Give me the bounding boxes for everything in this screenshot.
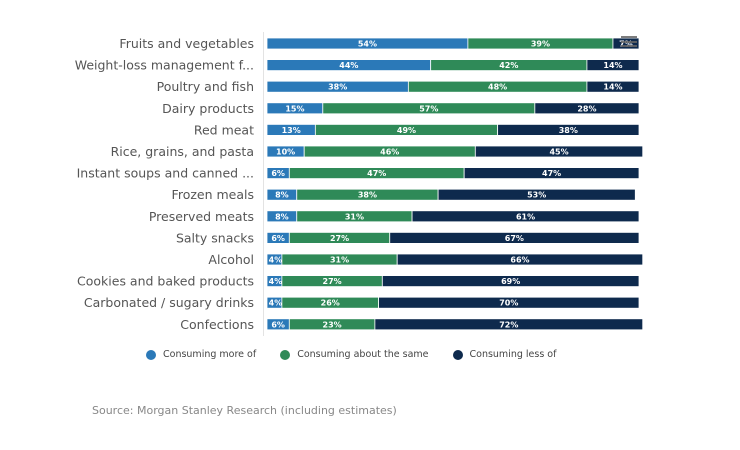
bar-segment-consuming-less-of-frozen-meals[interactable] <box>437 188 636 201</box>
category-label-poultry-and-fish: Poultry and fish <box>157 79 254 94</box>
data-label-consuming-about-the-same-alcohol: 31% <box>330 256 349 265</box>
data-label-consuming-about-the-same-instant-soups-and-canned: 47% <box>367 169 386 178</box>
data-label-consuming-less-of-poultry-and-fish: 14% <box>603 83 622 92</box>
data-label-consuming-more-of-salty-snacks: 6% <box>271 234 285 243</box>
bars: 54% 39% 7% 44% 42% 14% 38% 48% 14% 15% 57% 28% 13% 49… <box>266 37 644 331</box>
bar-row-frozen-meals: 8% 38% 53% <box>266 188 636 201</box>
bar-segment-consuming-less-of-preserved-meats[interactable] <box>411 210 640 223</box>
category-label-preserved-meats: Preserved meats <box>149 209 254 224</box>
data-label-consuming-less-of-red-meat: 38% <box>559 126 578 135</box>
category-label-carbonated-sugary-drinks: Carbonated / sugary drinks <box>84 295 254 310</box>
category-label-salty-snacks: Salty snacks <box>176 230 254 245</box>
bar-segment-consuming-less-of-instant-soups-and-canned[interactable] <box>463 167 640 180</box>
data-label-consuming-more-of-fruits-and-vegetables: 54% <box>358 40 377 49</box>
data-label-consuming-less-of-rice-grains-and-pasta: 45% <box>549 148 568 157</box>
category-label-instant-soups-and-canned: Instant soups and canned ... <box>77 166 254 181</box>
data-label-consuming-less-of-dairy-products: 28% <box>577 104 596 113</box>
category-label-rice-grains-and-pasta: Rice, grains, and pasta <box>111 144 254 159</box>
data-label-consuming-less-of-confections: 72% <box>499 320 518 329</box>
bar-segment-consuming-less-of-confections[interactable] <box>374 318 644 331</box>
data-label-consuming-more-of-poultry-and-fish: 38% <box>328 83 347 92</box>
data-label-consuming-about-the-same-dairy-products: 57% <box>419 104 438 113</box>
bar-row-rice-grains-and-pasta: 10% 46% 45% <box>266 145 644 158</box>
data-label-consuming-less-of-carbonated-sugary-drinks: 70% <box>499 299 518 308</box>
data-label-consuming-more-of-red-meat: 13% <box>282 126 301 135</box>
bar-segment-consuming-less-of-alcohol[interactable] <box>396 253 644 266</box>
legend: Consuming more of Consuming about the sa… <box>146 349 556 360</box>
data-label-consuming-more-of-carbonated-sugary-drinks: 4% <box>269 299 283 308</box>
data-label-consuming-more-of-preserved-meats: 8% <box>275 212 289 221</box>
legend-dot-more <box>146 349 156 360</box>
category-label-weight-loss-management-f: Weight-loss management f... <box>75 58 254 73</box>
data-label-consuming-more-of-confections: 6% <box>271 320 285 329</box>
source-note: Source: Morgan Stanley Research (includi… <box>92 404 397 417</box>
data-label-consuming-more-of-cookies-and-baked-products: 4% <box>269 277 283 286</box>
data-label-consuming-about-the-same-confections: 23% <box>323 320 342 329</box>
bar-row-poultry-and-fish: 38% 48% 14% <box>266 80 640 93</box>
legend-item-more[interactable]: Consuming more of <box>146 349 256 360</box>
data-label-consuming-less-of-fruits-and-vegetables: 7% <box>619 40 633 49</box>
bar-row-confections: 6% 23% 72% <box>266 318 644 331</box>
bar-segment-consuming-less-of-red-meat[interactable] <box>497 124 640 136</box>
category-label-confections: Confections <box>180 317 254 332</box>
bar-segment-consuming-less-of-weight-loss-management-f[interactable] <box>586 59 640 71</box>
bar-row-dairy-products: 15% 57% 28% <box>266 102 640 115</box>
data-label-consuming-about-the-same-red-meat: 49% <box>397 126 416 135</box>
legend-label-same: Consuming about the same <box>297 349 429 360</box>
data-label-consuming-more-of-weight-loss-management-f: 44% <box>339 61 358 70</box>
bar-row-weight-loss-management-f: 44% 42% 14% <box>266 59 640 71</box>
data-label-consuming-about-the-same-rice-grains-and-pasta: 46% <box>380 148 399 157</box>
data-label-consuming-less-of-cookies-and-baked-products: 69% <box>501 277 520 286</box>
category-label-red-meat: Red meat <box>194 122 254 137</box>
category-label-alcohol: Alcohol <box>208 252 254 267</box>
bar-row-instant-soups-and-canned: 6% 47% 47% <box>266 167 640 180</box>
bar-segment-consuming-less-of-salty-snacks[interactable] <box>389 231 640 244</box>
bar-row-fruits-and-vegetables: 54% 39% 7% <box>266 37 640 50</box>
category-label-dairy-products: Dairy products <box>162 101 254 116</box>
data-label-consuming-less-of-alcohol: 66% <box>510 256 529 265</box>
bar-segment-consuming-less-of-dairy-products[interactable] <box>534 102 640 115</box>
legend-label-less: Consuming less of <box>469 349 557 360</box>
data-label-consuming-more-of-alcohol: 4% <box>269 256 283 265</box>
data-label-consuming-about-the-same-preserved-meats: 31% <box>345 212 364 221</box>
legend-dot-same <box>280 349 291 360</box>
data-label-consuming-about-the-same-poultry-and-fish: 48% <box>488 83 507 92</box>
bar-row-alcohol: 4% 31% 66% <box>266 253 644 266</box>
legend-item-same[interactable]: Consuming about the same <box>280 349 429 360</box>
data-label-consuming-about-the-same-cookies-and-baked-products: 27% <box>323 277 342 286</box>
legend-dot-less <box>452 349 463 360</box>
bar-segment-consuming-less-of-rice-grains-and-pasta[interactable] <box>474 145 644 158</box>
data-label-consuming-more-of-instant-soups-and-canned: 6% <box>271 169 285 178</box>
data-label-consuming-about-the-same-salty-snacks: 27% <box>330 234 349 243</box>
bar-segment-consuming-less-of-poultry-and-fish[interactable] <box>586 80 640 93</box>
data-label-consuming-more-of-dairy-products: 15% <box>285 104 304 113</box>
legend-label-more: Consuming more of <box>163 349 257 360</box>
category-label-frozen-meals: Frozen meals <box>172 187 254 202</box>
bar-segment-consuming-less-of-carbonated-sugary-drinks[interactable] <box>378 296 640 309</box>
bar-row-red-meat: 13% 49% 38% <box>266 124 640 136</box>
category-label-fruits-and-vegetables: Fruits and vegetables <box>119 36 254 51</box>
data-label-consuming-about-the-same-weight-loss-management-f: 42% <box>499 61 518 70</box>
data-label-consuming-less-of-preserved-meats: 61% <box>516 212 535 221</box>
data-label-consuming-about-the-same-frozen-meals: 38% <box>358 191 377 200</box>
data-label-consuming-about-the-same-fruits-and-vegetables: 39% <box>531 40 550 49</box>
legend-item-less[interactable]: Consuming less of <box>452 349 557 360</box>
data-label-consuming-more-of-rice-grains-and-pasta: 10% <box>276 148 295 157</box>
data-label-consuming-less-of-salty-snacks: 67% <box>505 234 524 243</box>
hamburger-menu-icon[interactable] <box>621 36 637 47</box>
bar-row-preserved-meats: 8% 31% 61% <box>266 210 640 223</box>
data-label-consuming-less-of-weight-loss-management-f: 14% <box>603 61 622 70</box>
bar-row-carbonated-sugary-drinks: 4% 26% 70% <box>266 296 640 309</box>
bar-row-cookies-and-baked-products: 4% 27% 69% <box>266 275 640 288</box>
data-label-consuming-less-of-instant-soups-and-canned: 47% <box>542 169 561 178</box>
category-labels: Fruits and vegetables Weight-loss managem… <box>75 36 254 332</box>
bar-segment-consuming-less-of-fruits-and-vegetables[interactable] <box>612 37 640 50</box>
data-label-consuming-about-the-same-carbonated-sugary-drinks: 26% <box>321 299 340 308</box>
bar-row-salty-snacks: 6% 27% 67% <box>266 231 640 244</box>
bar-segment-consuming-less-of-cookies-and-baked-products[interactable] <box>381 275 640 288</box>
data-label-consuming-less-of-frozen-meals: 53% <box>527 191 546 200</box>
data-label-consuming-more-of-frozen-meals: 8% <box>275 191 289 200</box>
category-label-cookies-and-baked-products: Cookies and baked products <box>77 274 254 289</box>
